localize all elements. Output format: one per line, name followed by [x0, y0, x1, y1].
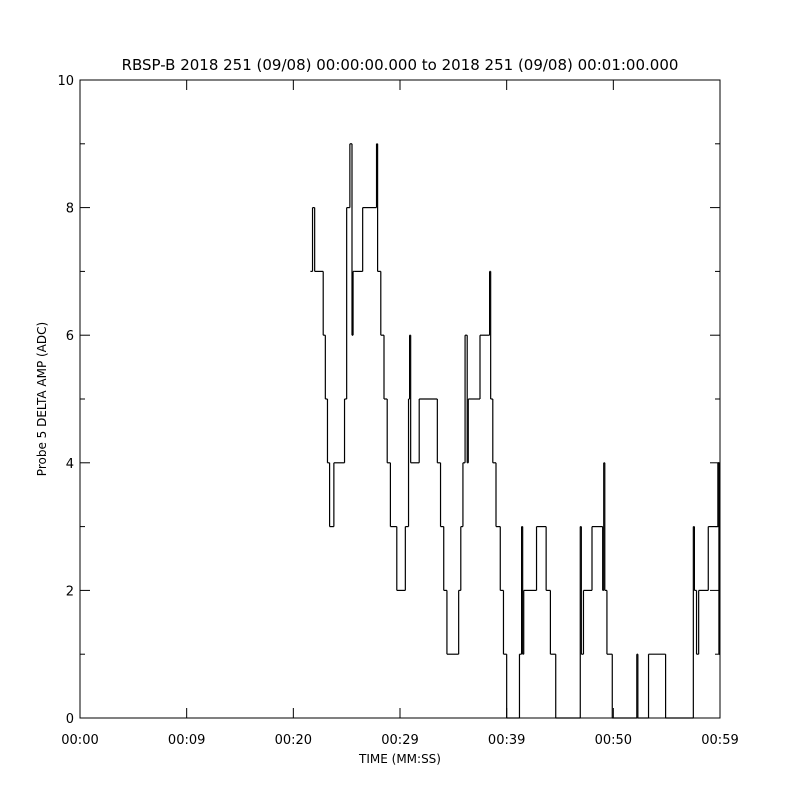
x-tick-label: 00:50: [595, 733, 632, 748]
x-tick-label: 00:00: [61, 733, 98, 748]
x-tick-label: 00:59: [701, 733, 738, 748]
y-tick-label: 8: [66, 202, 74, 217]
y-tick-label: 2: [66, 584, 74, 599]
y-tick-label: 10: [57, 74, 74, 89]
y-axis-label: Probe 5 DELTA AMP (ADC): [35, 322, 49, 476]
x-tick-label: 00:29: [381, 733, 418, 748]
chart-title: RBSP-B 2018 251 (09/08) 00:00:00.000 to …: [122, 56, 679, 74]
x-tick-label: 00:20: [275, 733, 312, 748]
y-tick-label: 6: [66, 329, 74, 344]
x-tick-label: 00:09: [168, 733, 205, 748]
x-axis-label: TIME (MM:SS): [358, 752, 441, 766]
y-tick-label: 4: [66, 457, 74, 472]
y-tick-label: 0: [66, 712, 74, 727]
x-tick-label: 00:39: [488, 733, 525, 748]
